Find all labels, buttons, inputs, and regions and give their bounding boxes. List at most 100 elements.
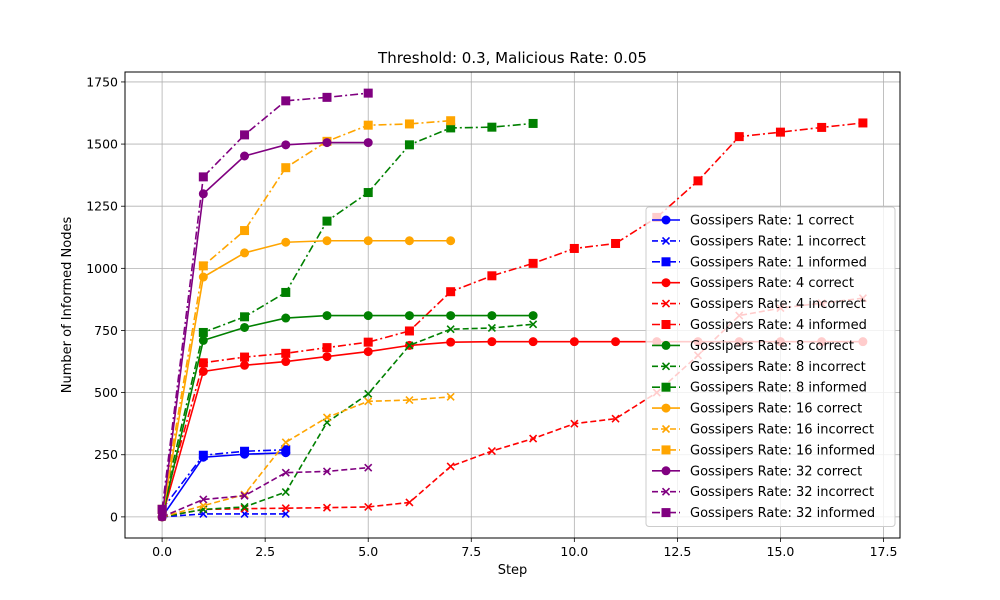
x-stroke — [446, 462, 455, 471]
legend-label: Gossipers Rate: 8 informed — [690, 381, 867, 396]
x-stroke — [281, 504, 290, 513]
series-line — [161, 239, 451, 518]
legend-label: Gossipers Rate: 8 incorrect — [690, 360, 866, 375]
data-point — [198, 335, 208, 345]
data-point — [858, 118, 868, 128]
data-point — [240, 446, 250, 456]
data-point — [322, 503, 332, 512]
legend-label: Gossipers Rate: 4 correct — [690, 276, 854, 291]
x-stroke — [364, 397, 373, 406]
x-tick-label: 7.5 — [461, 544, 481, 559]
data-point — [198, 272, 208, 282]
data-point — [446, 287, 456, 297]
data-point — [405, 498, 414, 507]
y-tick-label: 1250 — [86, 199, 118, 214]
data-point — [281, 163, 291, 173]
data-point — [611, 337, 621, 347]
series-line — [161, 314, 534, 518]
data-point — [322, 138, 332, 148]
series-line — [161, 451, 286, 518]
data-point — [281, 487, 290, 497]
data-point — [363, 347, 373, 357]
series-line — [161, 119, 451, 510]
legend-marker — [661, 340, 671, 350]
data-point — [569, 337, 579, 347]
legend-label: Gossipers Rate: 4 informed — [690, 318, 867, 333]
y-tick-label: 1000 — [86, 261, 118, 276]
x-stroke — [529, 434, 538, 443]
data-point — [322, 413, 332, 422]
data-point — [528, 258, 538, 268]
legend-entry: Gossipers Rate: 1 informed — [652, 255, 867, 270]
data-point — [528, 337, 538, 347]
x-stroke — [281, 487, 290, 497]
data-point — [240, 226, 250, 236]
legend-entry: Gossipers Rate: 1 incorrect — [652, 234, 866, 249]
x-stroke — [281, 468, 290, 477]
legend-marker — [661, 403, 671, 413]
legend-label: Gossipers Rate: 8 correct — [690, 339, 854, 354]
data-point — [446, 337, 456, 347]
legend-entry: Gossipers Rate: 4 correct — [652, 276, 854, 291]
x-stroke — [364, 389, 373, 398]
legend-label: Gossipers Rate: 4 incorrect — [690, 297, 866, 312]
x-tick-label: 17.5 — [870, 544, 898, 559]
x-stroke — [158, 512, 167, 521]
legend-entry: Gossipers Rate: 8 informed — [652, 381, 867, 396]
series-line — [161, 141, 369, 517]
data-point — [199, 495, 208, 504]
x-axis-label: Step — [498, 563, 528, 578]
data-point — [404, 311, 414, 321]
data-point — [281, 357, 291, 367]
legend-entry: Gossipers Rate: 32 correct — [652, 464, 862, 479]
series-line — [161, 122, 534, 510]
legend-marker — [661, 257, 671, 267]
data-point — [529, 320, 538, 329]
data-point — [198, 450, 208, 460]
data-point — [487, 122, 497, 132]
legend-marker — [661, 278, 671, 288]
data-point — [487, 323, 496, 333]
x-stroke — [661, 362, 671, 371]
legend-label: Gossipers Rate: 16 correct — [690, 402, 862, 417]
legend-entry: Gossipers Rate: 8 incorrect — [652, 360, 866, 375]
data-point — [281, 348, 291, 358]
legend-marker — [661, 215, 671, 225]
data-point — [364, 502, 373, 511]
data-point — [240, 502, 249, 511]
data-point — [487, 446, 496, 456]
y-tick-label: 1750 — [86, 74, 118, 89]
data-point — [529, 434, 538, 443]
series-line — [161, 466, 369, 518]
data-point — [363, 120, 373, 130]
x-stroke — [405, 395, 414, 405]
x-tick-label: 10.0 — [560, 544, 588, 559]
x-stroke — [529, 320, 538, 329]
legend-marker — [661, 382, 671, 392]
data-point — [405, 395, 414, 405]
data-point — [363, 311, 373, 321]
y-tick-label: 250 — [94, 447, 118, 462]
data-point — [240, 352, 250, 362]
x-stroke — [405, 341, 414, 350]
legend-label: Gossipers Rate: 32 informed — [690, 506, 875, 521]
legend-marker — [661, 445, 671, 455]
legend-marker — [661, 299, 671, 308]
x-axis-ticks: 0.0 2.5 5.0 7.5 10.0 12.5 15.0 17.5 — [152, 538, 897, 559]
data-point — [322, 92, 332, 102]
data-point — [404, 236, 414, 246]
data-point — [363, 188, 373, 198]
data-point — [446, 311, 456, 321]
data-point — [363, 88, 373, 98]
x-tick-label: 0.0 — [152, 544, 172, 559]
series-line — [161, 448, 286, 510]
data-point — [322, 311, 332, 321]
data-point — [240, 360, 250, 370]
legend-entry: Gossipers Rate: 4 informed — [652, 318, 867, 333]
data-point — [487, 337, 497, 347]
x-stroke — [446, 392, 455, 401]
data-point — [198, 358, 208, 368]
legend-entry: Gossipers Rate: 4 incorrect — [652, 297, 866, 312]
plot-frame — [124, 71, 901, 539]
